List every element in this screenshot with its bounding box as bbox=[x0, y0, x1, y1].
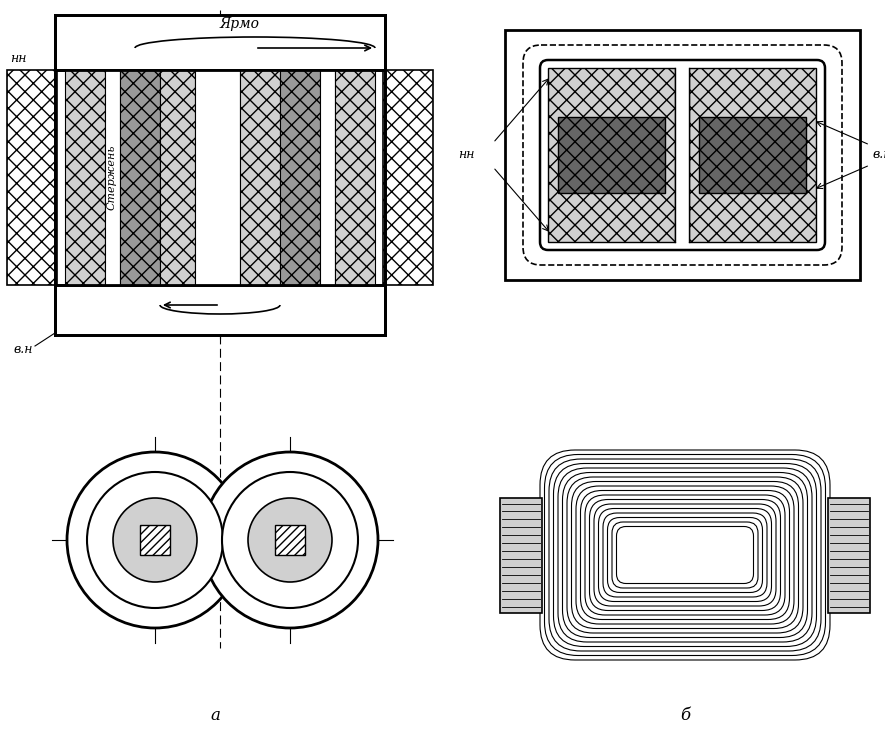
FancyBboxPatch shape bbox=[540, 60, 825, 250]
Text: в.н: в.н bbox=[13, 343, 33, 356]
Text: а: а bbox=[210, 707, 220, 724]
Bar bbox=[55, 15, 385, 70]
Bar bbox=[55, 285, 385, 335]
Circle shape bbox=[222, 472, 358, 608]
Bar bbox=[120, 70, 160, 285]
Circle shape bbox=[67, 452, 243, 628]
Bar bbox=[699, 117, 806, 193]
Bar bbox=[280, 70, 320, 285]
Bar bbox=[675, 68, 689, 242]
Text: нн: нн bbox=[458, 148, 475, 161]
Bar bbox=[828, 498, 870, 612]
Bar bbox=[105, 70, 120, 285]
Bar bbox=[320, 70, 335, 285]
Bar bbox=[558, 117, 665, 193]
Text: в.н: в.н bbox=[872, 148, 885, 161]
Bar bbox=[548, 68, 675, 242]
Bar bbox=[335, 70, 375, 285]
Bar bbox=[160, 70, 195, 285]
Text: нн: нн bbox=[10, 52, 27, 65]
Bar bbox=[274, 525, 305, 556]
Circle shape bbox=[202, 452, 378, 628]
Text: Стержень: Стержень bbox=[107, 145, 117, 210]
Bar bbox=[140, 525, 171, 556]
Bar bbox=[689, 68, 816, 242]
Bar bbox=[7, 70, 57, 285]
Bar bbox=[65, 70, 105, 285]
Bar bbox=[500, 498, 542, 612]
Bar bbox=[505, 30, 860, 280]
Text: Ярмо: Ярмо bbox=[220, 17, 260, 31]
Text: б: б bbox=[680, 707, 690, 724]
Circle shape bbox=[87, 472, 223, 608]
Bar bbox=[195, 70, 240, 285]
Bar bbox=[383, 70, 433, 285]
Bar bbox=[240, 70, 280, 285]
Circle shape bbox=[248, 498, 332, 582]
Circle shape bbox=[113, 498, 197, 582]
